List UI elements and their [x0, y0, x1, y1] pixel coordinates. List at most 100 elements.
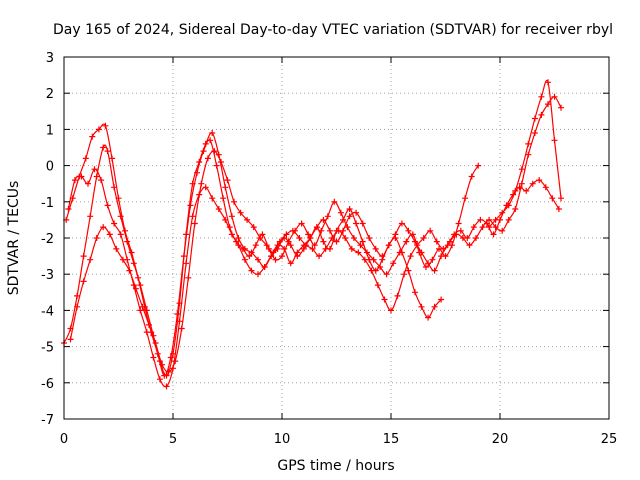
data-point	[283, 231, 290, 238]
data-point	[74, 303, 81, 310]
data-point	[394, 292, 401, 299]
data-point	[305, 231, 312, 238]
data-point	[213, 162, 220, 169]
data-point	[479, 224, 486, 231]
data-point	[250, 224, 257, 231]
data-point	[185, 274, 192, 281]
data-point	[361, 256, 368, 263]
data-point	[381, 296, 388, 303]
series-line	[67, 168, 560, 388]
data-point	[346, 213, 353, 220]
data-point	[412, 289, 418, 296]
data-point	[403, 238, 410, 245]
data-point	[320, 216, 327, 223]
data-point	[187, 202, 194, 209]
series-track-5	[486, 79, 564, 231]
data-point	[505, 216, 512, 223]
data-point	[235, 242, 242, 249]
data-point	[67, 336, 74, 343]
data-point	[228, 213, 235, 220]
y-tick-label: -2	[41, 232, 54, 247]
data-point	[438, 253, 445, 260]
y-tick-label: -3	[41, 268, 54, 283]
data-point	[531, 130, 538, 136]
data-point	[322, 245, 329, 252]
data-point	[255, 256, 261, 263]
data-point	[512, 187, 519, 194]
data-point	[370, 256, 377, 263]
data-point	[117, 213, 124, 220]
data-point	[159, 361, 166, 368]
data-point	[313, 224, 320, 231]
data-point	[202, 184, 209, 191]
data-point	[156, 376, 163, 383]
data-point	[462, 195, 469, 202]
data-point	[289, 227, 296, 234]
y-tick-label: 3	[46, 51, 54, 66]
x-tick-label: 0	[60, 432, 68, 447]
data-point	[486, 216, 493, 223]
data-point	[268, 253, 275, 260]
data-point	[342, 235, 349, 241]
data-point	[296, 235, 303, 241]
series-track-4	[67, 93, 564, 375]
data-point	[113, 245, 120, 252]
data-point	[261, 264, 268, 270]
data-point	[122, 227, 128, 234]
data-point	[438, 296, 445, 303]
data-point	[551, 93, 558, 100]
y-tick-label: -4	[41, 304, 54, 319]
data-point	[191, 220, 198, 227]
y-tick-label: -7	[41, 413, 54, 428]
data-point	[139, 303, 146, 310]
data-point	[163, 383, 170, 390]
data-point	[512, 206, 519, 212]
data-point	[244, 216, 251, 223]
data-point	[529, 180, 536, 187]
data-point	[74, 292, 81, 299]
data-point	[531, 115, 538, 122]
data-point	[357, 242, 364, 249]
data-point	[91, 166, 98, 173]
data-point	[279, 253, 285, 260]
x-tick-label: 20	[492, 432, 509, 447]
data-point	[241, 256, 248, 263]
data-point	[353, 209, 360, 216]
data-point	[431, 303, 438, 310]
data-point	[446, 238, 453, 245]
y-tick-label: 0	[46, 160, 54, 175]
axis-ticks: 0 5 10 15 20 25 -7 -6 -5 -4 -3 -2 -1 0 1 2 3	[41, 51, 617, 447]
data-point	[178, 325, 185, 332]
data-point	[558, 195, 564, 202]
data-point	[429, 256, 436, 263]
data-point	[132, 285, 139, 292]
data-point	[490, 231, 497, 238]
data-point	[350, 235, 357, 241]
x-axis-label: GPS time / hours	[277, 458, 394, 474]
data-point	[176, 318, 183, 325]
x-tick-label: 15	[383, 432, 400, 447]
data-point	[239, 245, 246, 252]
data-point	[368, 267, 375, 274]
data-point	[165, 368, 172, 375]
data-point	[87, 256, 94, 263]
data-point	[440, 245, 447, 252]
data-point	[505, 202, 512, 209]
data-point	[167, 354, 174, 361]
data-point	[405, 227, 412, 234]
data-point	[93, 173, 100, 180]
data-point	[518, 180, 525, 187]
data-point	[425, 314, 432, 321]
data-point	[218, 159, 224, 165]
data-point	[359, 238, 366, 245]
data-point	[115, 195, 122, 202]
data-point	[331, 198, 338, 205]
x-tick-label: 10	[274, 432, 291, 447]
data-point	[95, 126, 102, 133]
data-point	[259, 231, 266, 238]
data-point	[263, 242, 270, 249]
data-point	[348, 245, 355, 252]
data-point	[189, 213, 196, 220]
data-point	[418, 249, 425, 256]
